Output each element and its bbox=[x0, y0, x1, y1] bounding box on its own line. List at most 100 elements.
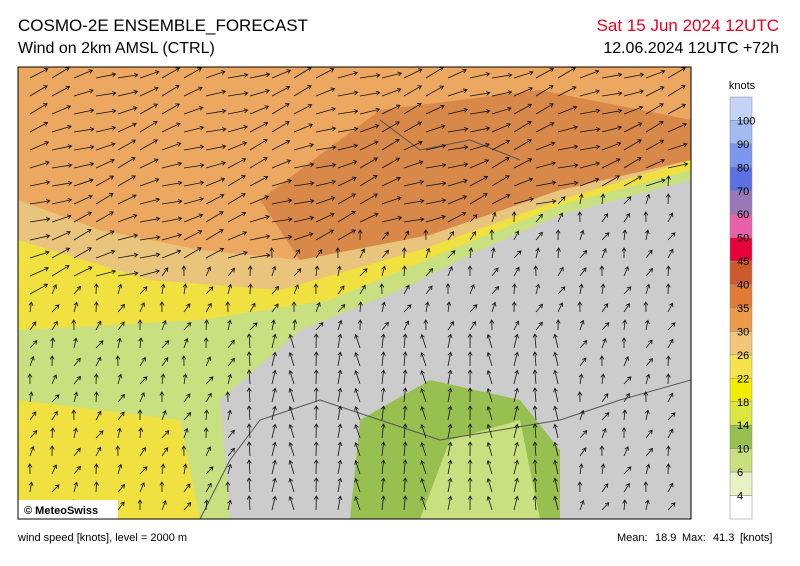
wind-arrow bbox=[513, 459, 519, 475]
wind-arrow bbox=[447, 495, 453, 511]
wind-arrow bbox=[227, 125, 248, 133]
wind-arrow bbox=[645, 463, 651, 475]
wind-arrow bbox=[288, 441, 295, 457]
wind-arrow bbox=[95, 356, 102, 367]
wind-arrow bbox=[469, 159, 490, 169]
wind-arrow bbox=[532, 495, 538, 511]
wind-arrow bbox=[337, 211, 356, 223]
wind-arrow bbox=[645, 103, 664, 115]
wind-arrow bbox=[532, 351, 538, 367]
wind-arrow bbox=[380, 387, 386, 403]
wind-arrow bbox=[246, 387, 252, 403]
wind-arrow bbox=[381, 196, 402, 205]
wind-arrow bbox=[27, 373, 33, 385]
wind-arrow bbox=[29, 216, 51, 223]
wind-arrow bbox=[51, 484, 60, 493]
wind-arrow bbox=[359, 124, 380, 133]
wind-arrow bbox=[535, 141, 556, 151]
wind-arrow bbox=[402, 405, 408, 421]
wind-arrow bbox=[557, 144, 579, 151]
wind-arrow bbox=[29, 68, 49, 79]
wind-arrow bbox=[667, 428, 674, 439]
wind-arrow bbox=[337, 160, 358, 169]
wind-arrow bbox=[293, 268, 302, 277]
wind-arrow bbox=[533, 265, 539, 277]
wind-arrow bbox=[183, 322, 192, 331]
wind-arrow bbox=[447, 351, 453, 367]
wind-arrow bbox=[555, 319, 561, 331]
wind-arrow bbox=[666, 175, 671, 187]
wind-arrow bbox=[623, 266, 629, 277]
wind-arrow bbox=[557, 86, 577, 97]
wind-arrow bbox=[403, 230, 410, 241]
wind-arrow bbox=[29, 199, 51, 205]
wind-arrow bbox=[183, 67, 203, 79]
wind-arrow bbox=[51, 464, 58, 475]
wind-arrow bbox=[247, 265, 253, 277]
wind-arrow bbox=[293, 215, 315, 223]
wind-arrow bbox=[535, 122, 555, 133]
wind-arrow bbox=[577, 391, 583, 403]
wind-arrow bbox=[667, 482, 674, 493]
wind-arrow bbox=[183, 163, 205, 169]
wind-arrow bbox=[93, 463, 99, 475]
wind-arrow bbox=[159, 391, 165, 403]
wind-arrow bbox=[420, 405, 427, 421]
wind-arrow bbox=[491, 157, 510, 169]
wind-arrow bbox=[95, 158, 115, 169]
wind-arrow bbox=[95, 249, 116, 259]
wind-arrow bbox=[29, 160, 50, 169]
wind-arrow bbox=[117, 321, 125, 331]
wind-arrow bbox=[117, 139, 137, 151]
wind-arrow bbox=[513, 70, 534, 79]
wind-arrow bbox=[665, 193, 671, 205]
wind-arrow bbox=[225, 301, 231, 313]
wind-arrow bbox=[336, 265, 342, 277]
wind-arrow bbox=[532, 369, 538, 385]
wind-arrow bbox=[402, 459, 408, 475]
wind-arrow bbox=[665, 463, 671, 475]
wind-arrow bbox=[667, 322, 676, 331]
wind-arrow bbox=[117, 106, 138, 115]
wind-arrow bbox=[354, 406, 361, 421]
wind-arrow bbox=[489, 229, 495, 241]
wind-arrow bbox=[491, 73, 513, 79]
wind-arrow bbox=[667, 248, 674, 259]
wind-arrow bbox=[137, 319, 143, 331]
wind-arrow bbox=[381, 301, 386, 313]
wind-arrow bbox=[73, 427, 78, 439]
wind-arrow bbox=[491, 175, 510, 187]
wind-arrow bbox=[358, 301, 363, 313]
wind-arrow bbox=[469, 214, 478, 223]
wind-arrow bbox=[227, 211, 247, 223]
wind-arrow bbox=[314, 265, 320, 277]
wind-arrow bbox=[315, 87, 336, 97]
wind-arrow bbox=[246, 495, 252, 511]
wind-arrow bbox=[447, 126, 469, 133]
run-time: 12.06.2024 12UTC +72h bbox=[603, 40, 779, 57]
wind-arrow bbox=[381, 121, 400, 133]
wind-arrow bbox=[645, 409, 650, 421]
wind-arrow bbox=[183, 393, 191, 403]
legend-label: 50 bbox=[737, 233, 749, 245]
wind-arrow bbox=[513, 87, 534, 97]
footer-description: wind speed [knots], level = 2000 m bbox=[17, 532, 187, 544]
wind-arrow bbox=[293, 232, 314, 241]
wind-arrow bbox=[402, 351, 408, 367]
wind-arrow bbox=[116, 427, 122, 439]
wind-arrow bbox=[467, 459, 473, 475]
wind-arrow bbox=[513, 333, 519, 349]
wind-arrow bbox=[467, 351, 473, 367]
wind-arrow bbox=[601, 72, 623, 79]
wind-arrow bbox=[51, 197, 73, 205]
wind-arrow bbox=[315, 145, 337, 151]
wind-arrow bbox=[467, 495, 473, 511]
wind-arrow bbox=[513, 320, 520, 331]
wind-arrow bbox=[579, 357, 587, 367]
wind-arrow bbox=[51, 85, 71, 97]
wind-arrow bbox=[182, 283, 188, 295]
wind-arrow bbox=[359, 90, 381, 97]
wind-arrow bbox=[381, 88, 402, 97]
wind-arrow bbox=[553, 495, 559, 511]
